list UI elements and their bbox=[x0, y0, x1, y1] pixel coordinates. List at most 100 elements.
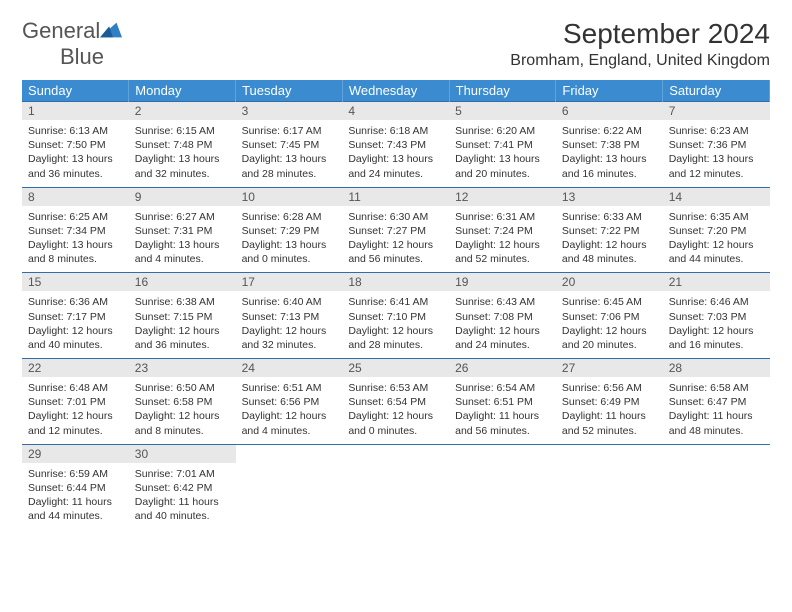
day-cell bbox=[342, 444, 449, 529]
brand-name-b: Blue bbox=[60, 44, 104, 69]
day-number: 19 bbox=[449, 273, 556, 291]
day-body: Sunrise: 6:50 AMSunset: 6:58 PMDaylight:… bbox=[129, 377, 236, 444]
day-cell: 11Sunrise: 6:30 AMSunset: 7:27 PMDayligh… bbox=[342, 187, 449, 273]
day-cell: 15Sunrise: 6:36 AMSunset: 7:17 PMDayligh… bbox=[22, 273, 129, 359]
day-header: Thursday bbox=[449, 80, 556, 102]
day-number: 27 bbox=[556, 359, 663, 377]
header: General Blue September 2024 Bromham, Eng… bbox=[22, 18, 770, 70]
day-number: 13 bbox=[556, 188, 663, 206]
day-body: Sunrise: 6:54 AMSunset: 6:51 PMDaylight:… bbox=[449, 377, 556, 444]
week-row: 1Sunrise: 6:13 AMSunset: 7:50 PMDaylight… bbox=[22, 102, 770, 188]
day-number: 12 bbox=[449, 188, 556, 206]
brand-logo: General Blue bbox=[22, 18, 122, 70]
day-number: 29 bbox=[22, 445, 129, 463]
day-cell: 26Sunrise: 6:54 AMSunset: 6:51 PMDayligh… bbox=[449, 359, 556, 445]
day-cell: 25Sunrise: 6:53 AMSunset: 6:54 PMDayligh… bbox=[342, 359, 449, 445]
day-header: Sunday bbox=[22, 80, 129, 102]
day-number: 2 bbox=[129, 102, 236, 120]
day-body: Sunrise: 6:28 AMSunset: 7:29 PMDaylight:… bbox=[236, 206, 343, 273]
day-cell: 9Sunrise: 6:27 AMSunset: 7:31 PMDaylight… bbox=[129, 187, 236, 273]
day-number: 15 bbox=[22, 273, 129, 291]
day-body: Sunrise: 6:59 AMSunset: 6:44 PMDaylight:… bbox=[22, 463, 129, 530]
day-cell: 27Sunrise: 6:56 AMSunset: 6:49 PMDayligh… bbox=[556, 359, 663, 445]
day-cell: 8Sunrise: 6:25 AMSunset: 7:34 PMDaylight… bbox=[22, 187, 129, 273]
day-body: Sunrise: 6:15 AMSunset: 7:48 PMDaylight:… bbox=[129, 120, 236, 187]
week-row: 8Sunrise: 6:25 AMSunset: 7:34 PMDaylight… bbox=[22, 187, 770, 273]
day-body: Sunrise: 6:17 AMSunset: 7:45 PMDaylight:… bbox=[236, 120, 343, 187]
day-number: 21 bbox=[663, 273, 770, 291]
day-number: 4 bbox=[342, 102, 449, 120]
day-cell: 7Sunrise: 6:23 AMSunset: 7:36 PMDaylight… bbox=[663, 102, 770, 188]
day-cell: 17Sunrise: 6:40 AMSunset: 7:13 PMDayligh… bbox=[236, 273, 343, 359]
day-number: 7 bbox=[663, 102, 770, 120]
day-cell: 13Sunrise: 6:33 AMSunset: 7:22 PMDayligh… bbox=[556, 187, 663, 273]
day-cell: 22Sunrise: 6:48 AMSunset: 7:01 PMDayligh… bbox=[22, 359, 129, 445]
day-body: Sunrise: 6:58 AMSunset: 6:47 PMDaylight:… bbox=[663, 377, 770, 444]
day-cell: 2Sunrise: 6:15 AMSunset: 7:48 PMDaylight… bbox=[129, 102, 236, 188]
day-header: Monday bbox=[129, 80, 236, 102]
day-header-row: SundayMondayTuesdayWednesdayThursdayFrid… bbox=[22, 80, 770, 102]
day-number: 23 bbox=[129, 359, 236, 377]
day-number: 18 bbox=[342, 273, 449, 291]
day-number: 16 bbox=[129, 273, 236, 291]
day-cell bbox=[663, 444, 770, 529]
month-title: September 2024 bbox=[510, 18, 770, 50]
day-cell bbox=[556, 444, 663, 529]
day-number: 24 bbox=[236, 359, 343, 377]
day-cell: 14Sunrise: 6:35 AMSunset: 7:20 PMDayligh… bbox=[663, 187, 770, 273]
day-body: Sunrise: 6:46 AMSunset: 7:03 PMDaylight:… bbox=[663, 291, 770, 358]
day-cell: 28Sunrise: 6:58 AMSunset: 6:47 PMDayligh… bbox=[663, 359, 770, 445]
day-body: Sunrise: 6:56 AMSunset: 6:49 PMDaylight:… bbox=[556, 377, 663, 444]
day-body: Sunrise: 6:25 AMSunset: 7:34 PMDaylight:… bbox=[22, 206, 129, 273]
day-body: Sunrise: 6:36 AMSunset: 7:17 PMDaylight:… bbox=[22, 291, 129, 358]
day-number: 3 bbox=[236, 102, 343, 120]
day-body: Sunrise: 6:20 AMSunset: 7:41 PMDaylight:… bbox=[449, 120, 556, 187]
day-cell: 10Sunrise: 6:28 AMSunset: 7:29 PMDayligh… bbox=[236, 187, 343, 273]
day-cell: 30Sunrise: 7:01 AMSunset: 6:42 PMDayligh… bbox=[129, 444, 236, 529]
day-header: Wednesday bbox=[342, 80, 449, 102]
day-body: Sunrise: 6:38 AMSunset: 7:15 PMDaylight:… bbox=[129, 291, 236, 358]
title-block: September 2024 Bromham, England, United … bbox=[510, 18, 770, 70]
location: Bromham, England, United Kingdom bbox=[510, 52, 770, 70]
day-header: Tuesday bbox=[236, 80, 343, 102]
day-number: 25 bbox=[342, 359, 449, 377]
day-cell: 18Sunrise: 6:41 AMSunset: 7:10 PMDayligh… bbox=[342, 273, 449, 359]
day-number: 1 bbox=[22, 102, 129, 120]
day-cell: 16Sunrise: 6:38 AMSunset: 7:15 PMDayligh… bbox=[129, 273, 236, 359]
day-number: 5 bbox=[449, 102, 556, 120]
day-body: Sunrise: 6:48 AMSunset: 7:01 PMDaylight:… bbox=[22, 377, 129, 444]
day-body: Sunrise: 6:43 AMSunset: 7:08 PMDaylight:… bbox=[449, 291, 556, 358]
day-body: Sunrise: 6:40 AMSunset: 7:13 PMDaylight:… bbox=[236, 291, 343, 358]
day-body: Sunrise: 7:01 AMSunset: 6:42 PMDaylight:… bbox=[129, 463, 236, 530]
day-number: 10 bbox=[236, 188, 343, 206]
day-number: 6 bbox=[556, 102, 663, 120]
day-number: 14 bbox=[663, 188, 770, 206]
day-cell: 1Sunrise: 6:13 AMSunset: 7:50 PMDaylight… bbox=[22, 102, 129, 188]
day-number: 17 bbox=[236, 273, 343, 291]
day-cell: 3Sunrise: 6:17 AMSunset: 7:45 PMDaylight… bbox=[236, 102, 343, 188]
week-row: 22Sunrise: 6:48 AMSunset: 7:01 PMDayligh… bbox=[22, 359, 770, 445]
day-cell: 19Sunrise: 6:43 AMSunset: 7:08 PMDayligh… bbox=[449, 273, 556, 359]
day-cell bbox=[449, 444, 556, 529]
day-cell bbox=[236, 444, 343, 529]
day-cell: 12Sunrise: 6:31 AMSunset: 7:24 PMDayligh… bbox=[449, 187, 556, 273]
day-number: 11 bbox=[342, 188, 449, 206]
day-number: 20 bbox=[556, 273, 663, 291]
day-header: Saturday bbox=[663, 80, 770, 102]
day-cell: 6Sunrise: 6:22 AMSunset: 7:38 PMDaylight… bbox=[556, 102, 663, 188]
day-cell: 23Sunrise: 6:50 AMSunset: 6:58 PMDayligh… bbox=[129, 359, 236, 445]
day-body: Sunrise: 6:35 AMSunset: 7:20 PMDaylight:… bbox=[663, 206, 770, 273]
day-body: Sunrise: 6:30 AMSunset: 7:27 PMDaylight:… bbox=[342, 206, 449, 273]
day-body: Sunrise: 6:23 AMSunset: 7:36 PMDaylight:… bbox=[663, 120, 770, 187]
brand-name-a: General bbox=[22, 18, 100, 43]
day-header: Friday bbox=[556, 80, 663, 102]
day-number: 26 bbox=[449, 359, 556, 377]
day-cell: 20Sunrise: 6:45 AMSunset: 7:06 PMDayligh… bbox=[556, 273, 663, 359]
day-cell: 21Sunrise: 6:46 AMSunset: 7:03 PMDayligh… bbox=[663, 273, 770, 359]
brand-text: General Blue bbox=[22, 18, 122, 70]
calendar-table: SundayMondayTuesdayWednesdayThursdayFrid… bbox=[22, 80, 770, 529]
day-number: 30 bbox=[129, 445, 236, 463]
day-number: 28 bbox=[663, 359, 770, 377]
day-cell: 5Sunrise: 6:20 AMSunset: 7:41 PMDaylight… bbox=[449, 102, 556, 188]
day-body: Sunrise: 6:33 AMSunset: 7:22 PMDaylight:… bbox=[556, 206, 663, 273]
